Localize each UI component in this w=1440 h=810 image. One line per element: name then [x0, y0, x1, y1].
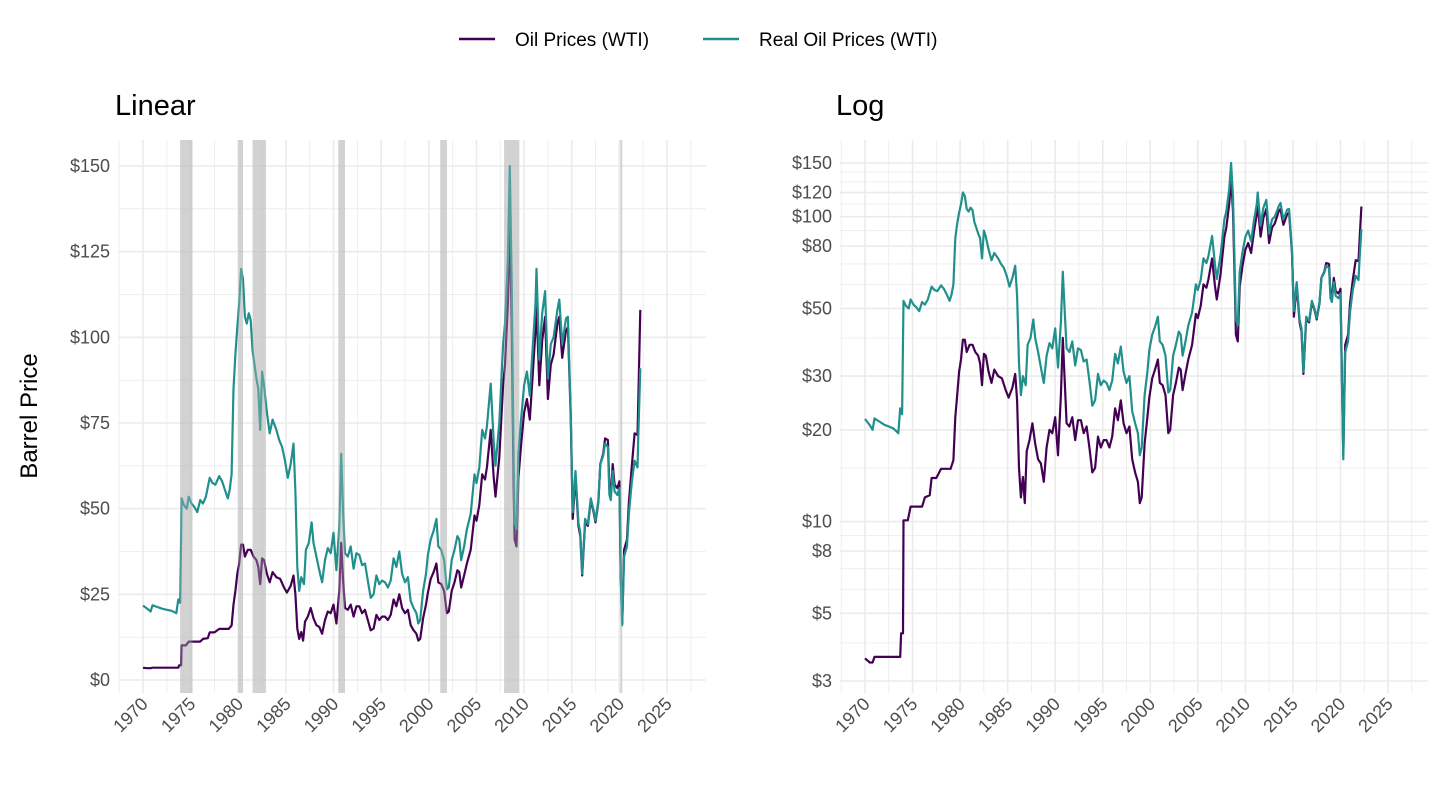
recession-band: [338, 140, 345, 693]
panel-title-log: Log: [836, 90, 884, 122]
x-tick-label: 1975: [157, 694, 199, 736]
x-tick-label: 1995: [348, 694, 390, 736]
y-tick-label: $120: [792, 183, 832, 203]
y-tick-label: $8: [812, 541, 832, 561]
recession-band-overlay: [238, 140, 244, 693]
panel-log: $3 $5 $8 $10 $20 $30 $50 $80 $100 $120 $150 1970 197…: [792, 140, 1428, 736]
x-tick-label: 2025: [633, 694, 675, 736]
x-tick-labels: 1970 1975 1980 1985 1990 1995 2000 2005 2010 2015…: [109, 694, 675, 736]
x-tick-label: 1980: [926, 694, 968, 736]
y-tick-label: $75: [80, 413, 110, 433]
y-tick-label: $80: [802, 236, 832, 256]
recession-band-overlay: [440, 140, 447, 693]
series-line-oil-prices: [142, 219, 642, 670]
y-tick-label: $0: [90, 670, 110, 690]
y-tick-label: $30: [802, 366, 832, 386]
recession-band-overlay: [180, 140, 193, 693]
y-axis-title: Barrel Price: [16, 353, 43, 478]
legend: Oil Prices (WTI) Real Oil Prices (WTI): [459, 30, 937, 51]
y-tick-label: $100: [70, 327, 110, 347]
x-tick-label: 1985: [974, 694, 1016, 736]
y-tick-label: $125: [70, 242, 110, 262]
x-tick-labels: 1970 1975 1980 1985 1990 1995 2000 2005 2010 2015…: [831, 694, 1396, 736]
recession-overlay: [180, 140, 623, 693]
y-tick-label: $150: [792, 153, 832, 173]
x-tick-label: 2010: [490, 694, 532, 736]
recession-band-overlay: [620, 140, 623, 693]
x-tick-label: 2000: [1117, 694, 1159, 736]
x-tick-label: 2025: [1354, 694, 1396, 736]
y-tick-labels: $0 $25 $50 $75 $100 $125 $150: [70, 156, 110, 690]
x-tick-label: 2005: [1164, 694, 1206, 736]
recession-band-overlay: [252, 140, 266, 693]
recession-band-overlay: [504, 140, 520, 693]
y-tick-label: $50: [80, 499, 110, 519]
y-tick-label: $25: [80, 584, 110, 604]
x-tick-label: 2015: [538, 694, 580, 736]
x-tick-label: 2000: [395, 694, 437, 736]
x-tick-label: 1990: [300, 694, 342, 736]
legend-item-oil-prices: Oil Prices (WTI): [459, 30, 649, 51]
x-tick-label: 2005: [443, 694, 485, 736]
x-tick-label: 1980: [205, 694, 247, 736]
panel-title-linear: Linear: [115, 90, 196, 122]
recession-band: [180, 140, 193, 693]
gridlines: [118, 140, 706, 693]
y-tick-label: $50: [802, 298, 832, 318]
legend-item-real-oil-prices: Real Oil Prices (WTI): [703, 30, 937, 51]
y-tick-label: $20: [802, 420, 832, 440]
x-tick-label: 1970: [831, 694, 873, 736]
x-tick-label: 1985: [252, 694, 294, 736]
recession-band: [620, 140, 623, 693]
series-line-oil-prices: [864, 176, 1363, 664]
recession-bands: [180, 140, 623, 693]
x-tick-label: 1995: [1069, 694, 1111, 736]
recession-band: [440, 140, 447, 693]
y-tick-label: $5: [812, 603, 832, 623]
x-tick-label: 2010: [1212, 694, 1254, 736]
x-tick-label: 2020: [586, 694, 628, 736]
series-line-real-oil-prices: [142, 164, 642, 627]
y-tick-label: $100: [792, 207, 832, 227]
y-tick-label: $3: [812, 671, 832, 691]
y-tick-label: $150: [70, 156, 110, 176]
series-line-real-oil-prices: [864, 161, 1363, 461]
x-tick-label: 1970: [109, 694, 151, 736]
x-tick-label: 2020: [1307, 694, 1349, 736]
recession-band: [238, 140, 244, 693]
x-tick-label: 1975: [879, 694, 921, 736]
gridlines: [840, 140, 1428, 693]
legend-label-oil-prices: Oil Prices (WTI): [515, 30, 649, 51]
y-tick-labels: $3 $5 $8 $10 $20 $30 $50 $80 $100 $120 $150: [792, 153, 832, 691]
legend-label-real-oil-prices: Real Oil Prices (WTI): [759, 30, 937, 51]
y-tick-label: $10: [802, 512, 832, 532]
x-tick-label: 1990: [1022, 694, 1064, 736]
x-tick-label: 2015: [1259, 694, 1301, 736]
recession-band-overlay: [338, 140, 345, 693]
